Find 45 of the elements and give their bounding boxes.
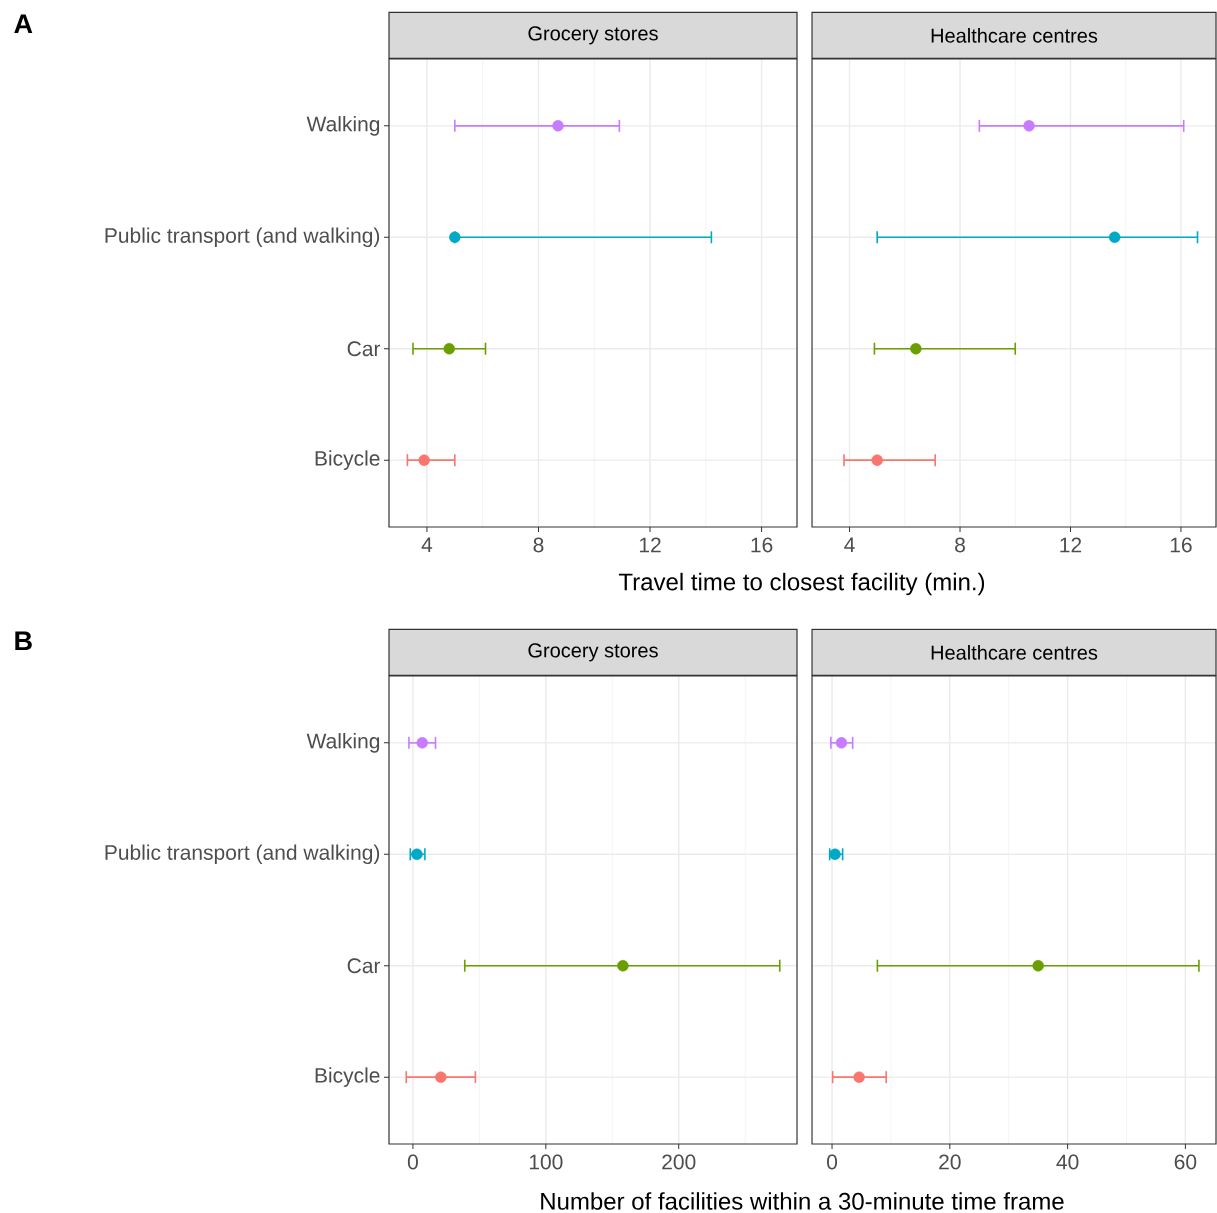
x-tick-label: 200 <box>662 1154 696 1170</box>
y-tick-label: Public transport (and walking) <box>105 844 380 865</box>
point <box>1023 120 1035 132</box>
y-tick-label: Car <box>347 958 381 974</box>
point <box>435 1071 447 1083</box>
x-tick-label: 60 <box>1174 1154 1197 1170</box>
x-tick-label: 12 <box>639 537 661 553</box>
text: B <box>15 631 32 651</box>
point <box>853 1071 865 1083</box>
point <box>443 343 455 355</box>
x-tick-label: 4 <box>844 537 855 552</box>
y-tick-label: Car <box>347 341 381 357</box>
y-tick-label: Bicycle <box>315 450 380 470</box>
chart-title: Grocery stores <box>528 26 658 45</box>
point <box>835 737 848 749</box>
point <box>1032 960 1044 972</box>
y-tick-label: Bicycle <box>315 1067 380 1087</box>
chart-title: Healthcare centres <box>931 28 1098 43</box>
x-tick-label: 8 <box>533 537 544 553</box>
x-tick-label: 40 <box>1056 1154 1079 1170</box>
point <box>418 454 430 466</box>
x-axis-title: Number of facilities within a 30-minute time frame <box>541 1192 1064 1210</box>
x-tick-label: 4 <box>421 537 433 552</box>
y-tick-label: Public transport (and walking) <box>105 227 380 248</box>
y-tick-label: Walking <box>306 733 380 753</box>
y-tick-label: Walking <box>306 116 380 136</box>
chart-title: Healthcare centres <box>931 645 1098 660</box>
x-tick-label: 12 <box>1060 537 1082 553</box>
point <box>552 120 564 132</box>
point <box>910 343 922 355</box>
chart-title: Grocery stores <box>528 643 658 662</box>
point <box>1108 231 1121 243</box>
point <box>617 960 629 972</box>
x-tick-label: 0 <box>407 1154 418 1170</box>
x-tick-label: 20 <box>939 1154 961 1170</box>
x-tick-label: 8 <box>955 537 965 553</box>
point <box>449 231 461 243</box>
point <box>871 454 883 466</box>
x-tick-label: 100 <box>529 1154 563 1170</box>
text: A <box>14 14 33 34</box>
x-tick-label: 16 <box>751 537 773 553</box>
x-tick-label: 16 <box>1170 537 1192 553</box>
x-tick-label: 0 <box>827 1154 838 1170</box>
x-axis-title: Travel time to closest facility (min.) <box>618 572 985 596</box>
point <box>416 737 428 749</box>
